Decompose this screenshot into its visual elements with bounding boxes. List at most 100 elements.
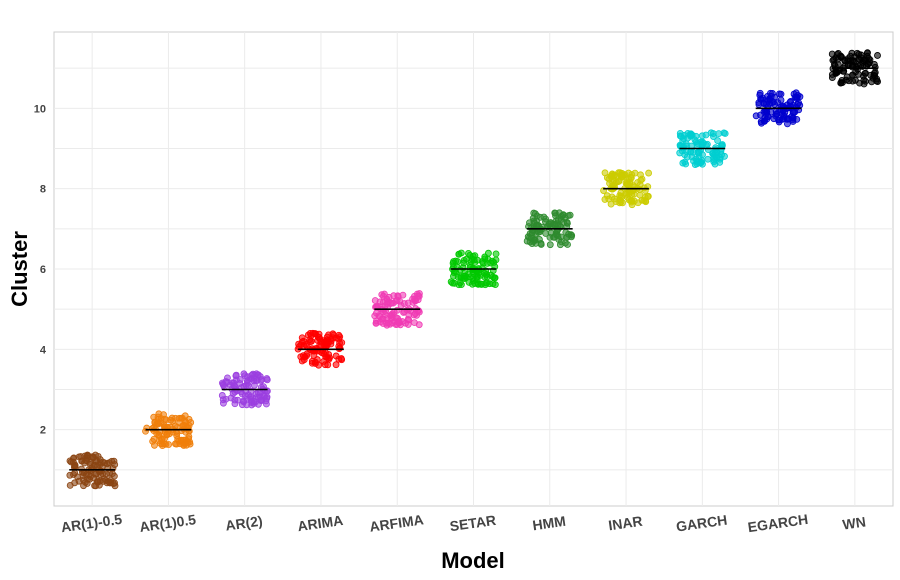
x-tick-label: INAR — [607, 513, 643, 534]
data-point — [712, 146, 719, 154]
data-point — [315, 361, 323, 369]
data-point — [411, 319, 418, 327]
data-point — [457, 249, 465, 257]
data-points — [66, 49, 882, 490]
data-point — [70, 454, 78, 462]
data-point — [314, 336, 322, 344]
y-tick-label: 4 — [40, 344, 47, 356]
data-point — [770, 115, 778, 123]
x-axis-title: Model — [441, 548, 505, 573]
data-point — [565, 230, 572, 238]
data-point — [250, 398, 258, 405]
data-point — [832, 67, 840, 75]
data-point — [378, 291, 386, 299]
data-point — [92, 470, 100, 478]
data-point — [871, 63, 879, 71]
y-tick-label: 10 — [34, 103, 46, 115]
data-point — [492, 256, 500, 264]
data-point — [862, 77, 869, 85]
data-point — [699, 160, 706, 168]
data-point — [763, 100, 770, 108]
data-point — [601, 169, 609, 177]
data-point — [781, 109, 789, 116]
data-point — [759, 94, 767, 102]
y-tick-label: 6 — [40, 264, 46, 276]
data-point — [608, 173, 615, 180]
y-axis-title: Cluster — [7, 231, 32, 307]
data-point — [405, 316, 413, 324]
data-point — [258, 397, 266, 405]
data-point — [329, 330, 337, 338]
data-point — [530, 209, 538, 217]
data-point — [93, 478, 101, 486]
data-point — [645, 169, 653, 177]
data-point — [304, 331, 312, 339]
data-point — [638, 196, 646, 204]
data-point — [338, 339, 346, 347]
data-point — [547, 220, 555, 228]
x-tick-label: HMM — [531, 513, 566, 533]
data-point — [564, 241, 571, 248]
data-point — [110, 457, 118, 465]
median-lines — [69, 67, 878, 471]
x-tick-label: SETAR — [449, 512, 497, 534]
data-point — [299, 352, 307, 360]
data-point — [165, 441, 173, 448]
data-point — [167, 416, 175, 424]
data-point — [755, 101, 763, 108]
data-point — [777, 90, 785, 98]
data-point — [535, 228, 542, 236]
data-point — [71, 479, 79, 487]
data-point — [182, 419, 190, 426]
data-point — [707, 129, 715, 137]
y-axis-ticks: 2 4 6 8 10 — [34, 103, 47, 436]
x-tick-label: AR(2) — [224, 513, 263, 534]
data-point — [109, 470, 116, 478]
x-tick-label: ARFIMA — [368, 511, 424, 534]
x-tick-label: ARIMA — [296, 512, 344, 534]
data-point — [644, 192, 652, 200]
data-point — [605, 195, 613, 203]
data-point — [99, 458, 107, 466]
data-point — [624, 193, 631, 201]
data-point — [555, 209, 563, 217]
data-point — [231, 396, 239, 404]
data-point — [460, 256, 468, 264]
data-point — [250, 374, 258, 382]
data-point — [631, 169, 639, 177]
data-point — [546, 233, 554, 241]
data-point — [716, 158, 724, 166]
data-point — [840, 67, 848, 75]
data-point — [537, 241, 545, 248]
data-point — [89, 453, 97, 460]
data-point — [373, 309, 380, 317]
data-point — [691, 136, 699, 144]
data-point — [451, 279, 458, 287]
data-point — [306, 338, 314, 345]
data-point — [698, 141, 706, 149]
data-point — [866, 56, 874, 64]
data-point — [623, 180, 631, 188]
data-point — [481, 281, 489, 289]
data-point — [720, 129, 728, 137]
data-point — [676, 141, 684, 149]
data-point — [240, 370, 248, 378]
data-point — [232, 372, 240, 380]
data-point — [841, 57, 849, 65]
data-point — [489, 280, 497, 288]
data-point — [714, 137, 721, 144]
data-point — [321, 361, 329, 369]
data-point — [218, 392, 226, 399]
data-point — [66, 471, 74, 479]
data-point — [713, 154, 720, 162]
data-point — [236, 380, 244, 387]
data-point — [395, 319, 403, 327]
data-point — [174, 436, 182, 443]
data-point — [761, 117, 769, 125]
data-point — [158, 435, 166, 443]
data-point — [382, 311, 389, 318]
data-point — [492, 250, 500, 258]
data-point — [752, 112, 760, 120]
x-axis-ticks: AR(1)-0.5 AR(1)0.5 AR(2) ARIMA ARFIMA SETAR HM… — [60, 511, 867, 535]
